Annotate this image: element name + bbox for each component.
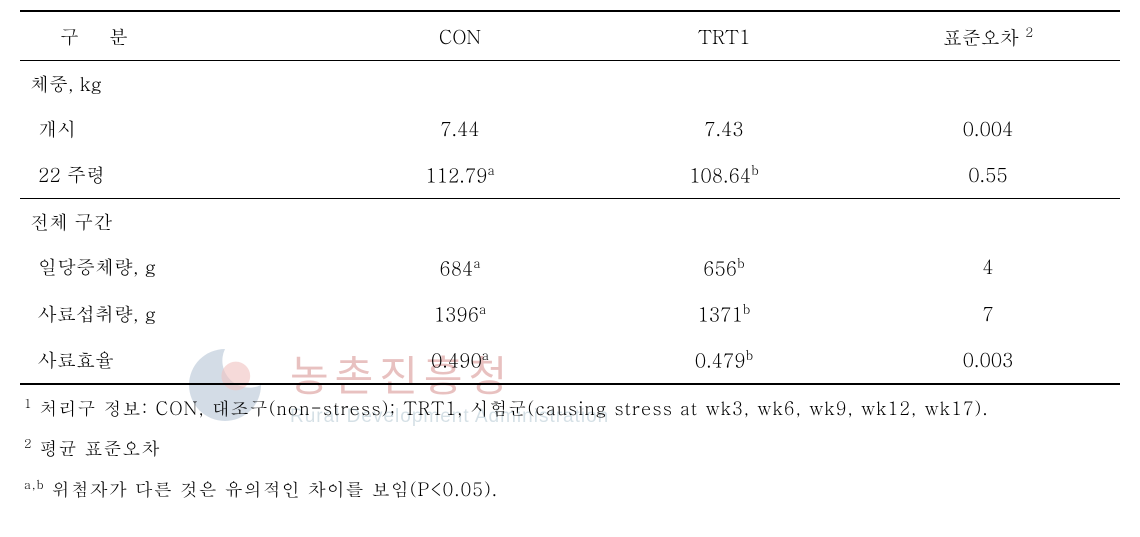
footnote-2: 2 평균 표준오차 [24, 433, 1116, 464]
cell-se: 0.55 [856, 151, 1120, 198]
table-row: 개시 7.44 7.43 0.004 [20, 106, 1120, 151]
cell-trt1: 1371b [592, 290, 856, 336]
cell-con: 1396a [328, 290, 592, 336]
row-label: 사료섭취량, g [20, 290, 328, 336]
cell-con: 684a [328, 244, 592, 290]
cell-con: 112.79a [328, 151, 592, 198]
cell-se: 4 [856, 244, 1120, 290]
footnote-3: a,b 위첨자가 다른 것은 유의적인 차이를 보임(P<0.05). [24, 474, 1116, 505]
footnotes: 1 처리구 정보: CON, 대조구(non-stress); TRT1, 시험… [20, 393, 1120, 505]
data-table: 구분 CON TRT1 표준오차 2 체중, kg 개시 7.44 7.43 0… [20, 10, 1120, 385]
header-category: 구분 [20, 11, 328, 61]
footnote-1: 1 처리구 정보: CON, 대조구(non-stress); TRT1, 시험… [24, 393, 1116, 424]
section-label: 전체 구간 [20, 198, 1120, 244]
row-label: 22 주령 [20, 151, 328, 198]
cell-trt1: 656b [592, 244, 856, 290]
cell-trt1: 108.64b [592, 151, 856, 198]
table-row: 사료섭취량, g 1396a 1371b 7 [20, 290, 1120, 336]
table-header-row: 구분 CON TRT1 표준오차 2 [20, 11, 1120, 61]
cell-con: 7.44 [328, 106, 592, 151]
table-section-weight: 체중, kg [20, 61, 1120, 107]
cell-se: 0.004 [856, 106, 1120, 151]
table-row: 일당증체량, g 684a 656b 4 [20, 244, 1120, 290]
cell-trt1: 0.479b [592, 336, 856, 383]
table-row: 22 주령 112.79a 108.64b 0.55 [20, 151, 1120, 198]
table-row: 사료효율 0.490a 0.479b 0.003 [20, 336, 1120, 383]
cell-con: 0.490a [328, 336, 592, 383]
cell-se: 0.003 [856, 336, 1120, 383]
row-label: 개시 [20, 106, 328, 151]
section-label: 체중, kg [20, 61, 1120, 107]
cell-se: 7 [856, 290, 1120, 336]
header-se: 표준오차 2 [856, 11, 1120, 61]
header-con: CON [328, 11, 592, 61]
header-trt1: TRT1 [592, 11, 856, 61]
row-label: 사료효율 [20, 336, 328, 383]
row-label: 일당증체량, g [20, 244, 328, 290]
cell-trt1: 7.43 [592, 106, 856, 151]
table-section-overall: 전체 구간 [20, 198, 1120, 244]
